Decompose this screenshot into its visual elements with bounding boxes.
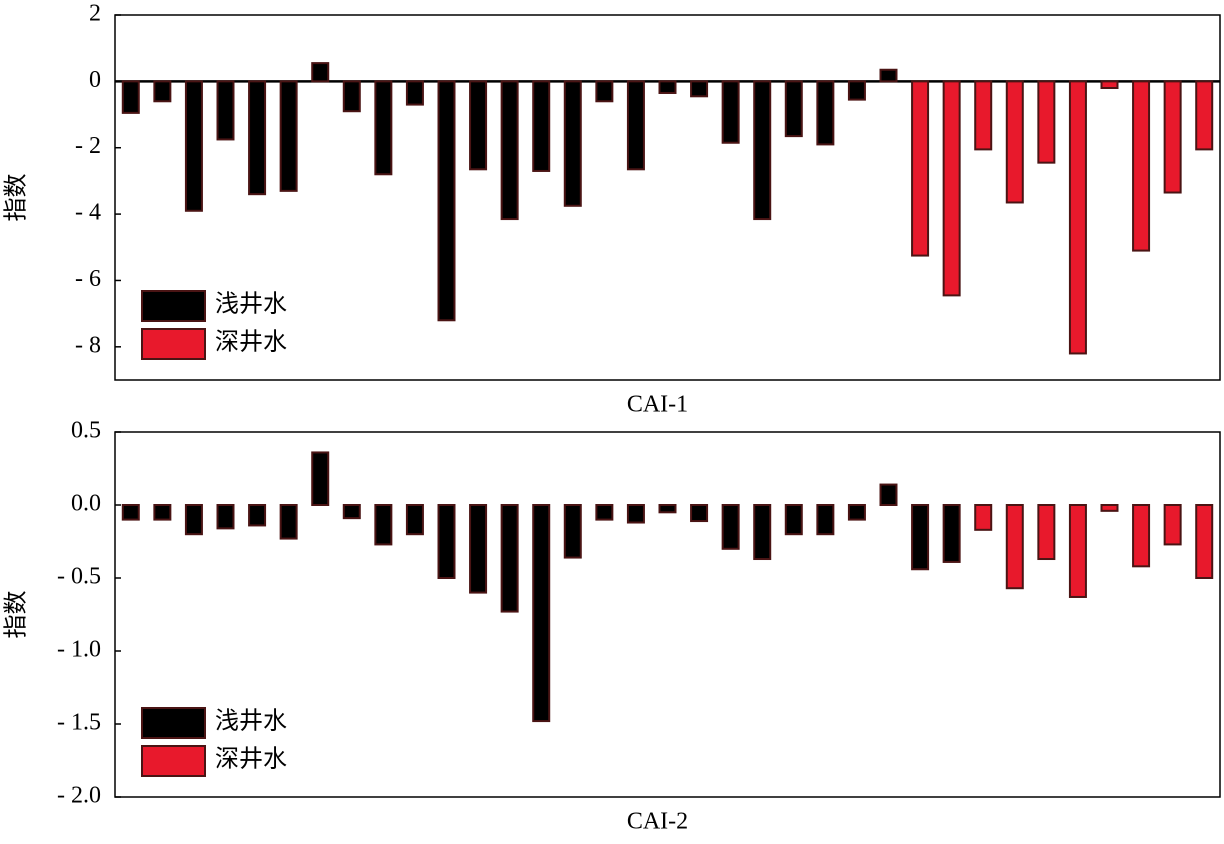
- bar: [279, 80, 298, 192]
- bar: [184, 504, 203, 536]
- bar: [753, 504, 772, 561]
- bar: [563, 80, 582, 207]
- bar: [1037, 80, 1056, 164]
- bar: [721, 80, 740, 144]
- bar: [311, 451, 330, 507]
- bar: [847, 504, 866, 521]
- bar: [248, 504, 267, 527]
- y-tick-label: - 1.0: [57, 637, 101, 663]
- bar: [216, 504, 235, 530]
- y-tick-label: - 6: [75, 266, 101, 292]
- bar: [184, 80, 203, 212]
- y-axis-label: 指数: [3, 174, 30, 222]
- bar: [658, 504, 677, 514]
- plot-frame: [114, 14, 1221, 381]
- bar: [942, 80, 961, 297]
- bar: [1005, 504, 1024, 590]
- bar: [690, 80, 709, 98]
- bar: [816, 80, 835, 146]
- bar: [1068, 80, 1087, 355]
- bar: [563, 504, 582, 559]
- bar: [753, 80, 772, 221]
- bar: [658, 80, 677, 94]
- bar: [374, 80, 393, 176]
- bar: [405, 80, 424, 106]
- plot-frame: [114, 431, 1221, 798]
- bar: [121, 80, 140, 114]
- y-tick-label: 0.0: [71, 491, 101, 517]
- y-tick-label: - 1.5: [57, 710, 101, 736]
- bar: [437, 80, 456, 322]
- bar: [974, 504, 993, 531]
- bar: [1100, 504, 1119, 512]
- y-tick-label: 2: [89, 1, 101, 27]
- bar: [279, 504, 298, 540]
- bar: [626, 80, 645, 171]
- bar: [1068, 504, 1087, 598]
- legend-swatch: [141, 745, 206, 777]
- bar: [469, 80, 488, 171]
- bar: [1100, 80, 1119, 90]
- y-tick-label: - 4: [75, 200, 101, 226]
- bar: [153, 504, 172, 521]
- legend-label: 浅井水: [215, 291, 287, 318]
- bar: [879, 483, 898, 506]
- bar: [847, 80, 866, 101]
- legend-label: 深井水: [215, 746, 287, 773]
- y-axis-label: 指数: [3, 591, 30, 639]
- bar: [626, 504, 645, 524]
- y-tick-label: - 8: [75, 332, 101, 358]
- bar: [532, 80, 551, 172]
- bar: [816, 504, 835, 536]
- bar: [1163, 504, 1182, 546]
- bar: [216, 80, 235, 141]
- bar: [1037, 504, 1056, 561]
- bar: [721, 504, 740, 550]
- bar: [405, 504, 424, 536]
- bar: [248, 80, 267, 196]
- bar: [374, 504, 393, 546]
- bar: [342, 80, 361, 113]
- bar: [469, 504, 488, 594]
- bar: [942, 504, 961, 563]
- legend-swatch: [141, 290, 206, 322]
- y-tick-label: - 0.5: [57, 564, 101, 590]
- y-tick-label: 0.5: [71, 418, 101, 444]
- bar: [121, 504, 140, 521]
- bar: [153, 80, 172, 103]
- bar: [532, 504, 551, 723]
- y-tick-label: - 2.0: [57, 783, 101, 809]
- bar: [784, 504, 803, 536]
- bar: [911, 504, 930, 571]
- bar: [500, 80, 519, 221]
- bar: [500, 504, 519, 613]
- bar: [1132, 504, 1151, 568]
- bar: [1132, 80, 1151, 252]
- x-axis-label: CAI-1: [627, 392, 688, 418]
- bar: [311, 62, 330, 83]
- bar: [784, 80, 803, 138]
- legend-swatch: [141, 707, 206, 739]
- bar: [595, 504, 614, 521]
- bar: [690, 504, 709, 523]
- legend-label: 浅井水: [215, 708, 287, 735]
- y-tick-label: 0: [89, 67, 101, 93]
- bar: [911, 80, 930, 257]
- y-tick-label: - 2: [75, 133, 101, 159]
- bar: [974, 80, 993, 151]
- bar: [1005, 80, 1024, 204]
- bar: [595, 80, 614, 103]
- bar: [342, 504, 361, 520]
- bar: [1163, 80, 1182, 194]
- legend-swatch: [141, 328, 206, 360]
- x-axis-label: CAI-2: [627, 809, 688, 835]
- legend-label: 深井水: [215, 329, 287, 356]
- bar: [1195, 504, 1214, 579]
- bar: [1195, 80, 1214, 151]
- bar: [437, 504, 456, 579]
- bar: [879, 68, 898, 83]
